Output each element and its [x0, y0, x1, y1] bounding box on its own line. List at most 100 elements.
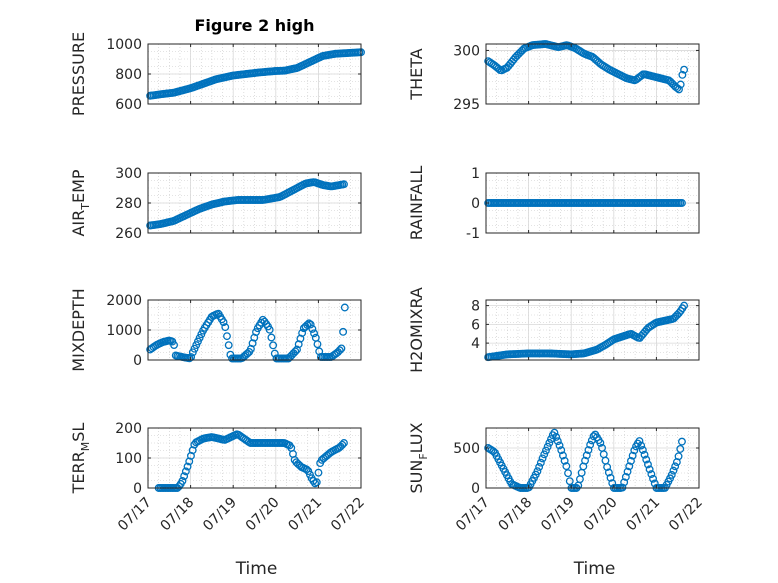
- x-tick-label: 07/19: [200, 495, 240, 535]
- panel-h2omixra: 4 6 8 H2OMIXRA: [407, 287, 700, 373]
- data-point: [644, 460, 652, 469]
- data-point: [625, 462, 634, 471]
- y-tick-label: 1000: [106, 37, 142, 53]
- y-tick-label: 295: [453, 97, 480, 113]
- panel-theta: 295 300 THETA: [407, 40, 700, 113]
- data-point: [596, 438, 605, 447]
- data-point: [533, 467, 542, 476]
- y-axis-label: PRESSURE: [69, 32, 88, 116]
- data-point: [603, 463, 612, 471]
- data-point: [293, 345, 301, 354]
- data-point: [647, 470, 656, 479]
- x-tick-label: 07/18: [158, 495, 198, 535]
- data-point: [628, 451, 637, 460]
- y-tick-label: 1: [471, 166, 480, 182]
- data-point: [303, 321, 312, 329]
- data-point: [680, 65, 689, 74]
- axes-box: [485, 43, 700, 105]
- panel-air-temp: 260 280 300 AIRTEMP: [69, 166, 362, 242]
- x-tick-label: 07/21: [623, 495, 663, 535]
- data-point: [627, 457, 635, 465]
- y-tick-label: 0: [133, 481, 142, 497]
- data-point: [223, 332, 231, 341]
- data-point: [637, 441, 646, 450]
- data-point: [604, 468, 613, 477]
- data-point: [635, 437, 644, 445]
- y-tick-label: 2000: [106, 293, 142, 309]
- y-tick-label: 600: [115, 97, 142, 113]
- x-tick-label: 07/20: [243, 495, 283, 535]
- y-tick-label: 200: [115, 421, 142, 437]
- data-point: [589, 432, 598, 441]
- data-point: [620, 478, 629, 487]
- data-point: [306, 320, 315, 329]
- axes-box: [485, 299, 700, 361]
- series-points: [146, 178, 348, 230]
- data-point: [562, 462, 571, 471]
- y-tick-label: 500: [453, 441, 480, 457]
- y-tick-label: 280: [115, 196, 142, 212]
- data-point: [340, 303, 349, 312]
- series-points: [146, 303, 349, 363]
- y-axis-label: RAINFALL: [407, 166, 426, 241]
- data-point: [314, 468, 323, 477]
- data-point: [340, 180, 348, 189]
- data-point: [180, 472, 189, 481]
- data-point: [337, 344, 346, 353]
- data-point: [638, 446, 647, 454]
- data-point: [540, 450, 549, 459]
- panel-pressure: 600 800 1000 PRESSURE Figure 2 high: [69, 16, 365, 116]
- y-axis-label: TERRMSL: [69, 423, 92, 495]
- y-tick-label: -1: [466, 226, 480, 242]
- data-point: [535, 463, 544, 471]
- y-axis-label: AIRTEMP: [69, 169, 92, 236]
- data-point: [219, 318, 228, 327]
- data-point: [675, 85, 683, 94]
- x-tick-label: 07/17: [453, 495, 493, 535]
- data-point: [305, 319, 313, 328]
- y-axis-label: THETA: [407, 48, 426, 100]
- data-point: [252, 328, 260, 336]
- data-point: [221, 323, 230, 332]
- data-point: [536, 458, 545, 467]
- data-point: [308, 324, 317, 333]
- data-point: [552, 433, 561, 441]
- data-point: [538, 454, 547, 463]
- data-point: [310, 329, 319, 338]
- data-point: [630, 446, 639, 455]
- x-tick-label: 07/22: [666, 495, 706, 535]
- y-tick-label: 0: [133, 353, 142, 369]
- x-tick-label: 07/21: [285, 495, 325, 535]
- data-point: [586, 440, 595, 449]
- y-tick-label: 4: [471, 336, 480, 352]
- y-tick-label: 800: [115, 67, 142, 83]
- data-point: [550, 428, 559, 437]
- panel-mixdepth: 0 1000 2000 MIXDEPTH: [69, 288, 362, 372]
- data-point: [581, 456, 589, 465]
- y-axis-label: H2OMIXRA: [407, 287, 426, 373]
- data-point: [553, 437, 562, 446]
- data-point: [541, 446, 550, 455]
- data-point: [557, 446, 566, 455]
- panel-sun-flux: 0 500 SUNFLUX 07/17 07/18 07/19 07/20 07/21 07/2…: [407, 422, 706, 579]
- x-tick-label: 07/20: [581, 495, 621, 535]
- panel-terr-msl: 0 100 200 TERRMSL 07/17 07/18 07/19 07/20 07/21 0…: [69, 421, 368, 579]
- data-point: [667, 470, 676, 479]
- y-tick-label: 100: [115, 451, 142, 467]
- data-point: [269, 341, 278, 350]
- data-point: [671, 462, 680, 471]
- data-point: [340, 439, 348, 447]
- data-point: [582, 451, 591, 460]
- data-point: [649, 474, 658, 483]
- series-points: [154, 430, 348, 492]
- data-point: [560, 456, 569, 465]
- data-point: [312, 478, 321, 487]
- data-point: [291, 347, 300, 356]
- data-point: [547, 435, 555, 443]
- series-points: [484, 199, 686, 207]
- x-tick-label: 07/22: [328, 495, 368, 535]
- data-point: [584, 446, 593, 454]
- data-point: [621, 473, 630, 481]
- data-point: [178, 477, 187, 485]
